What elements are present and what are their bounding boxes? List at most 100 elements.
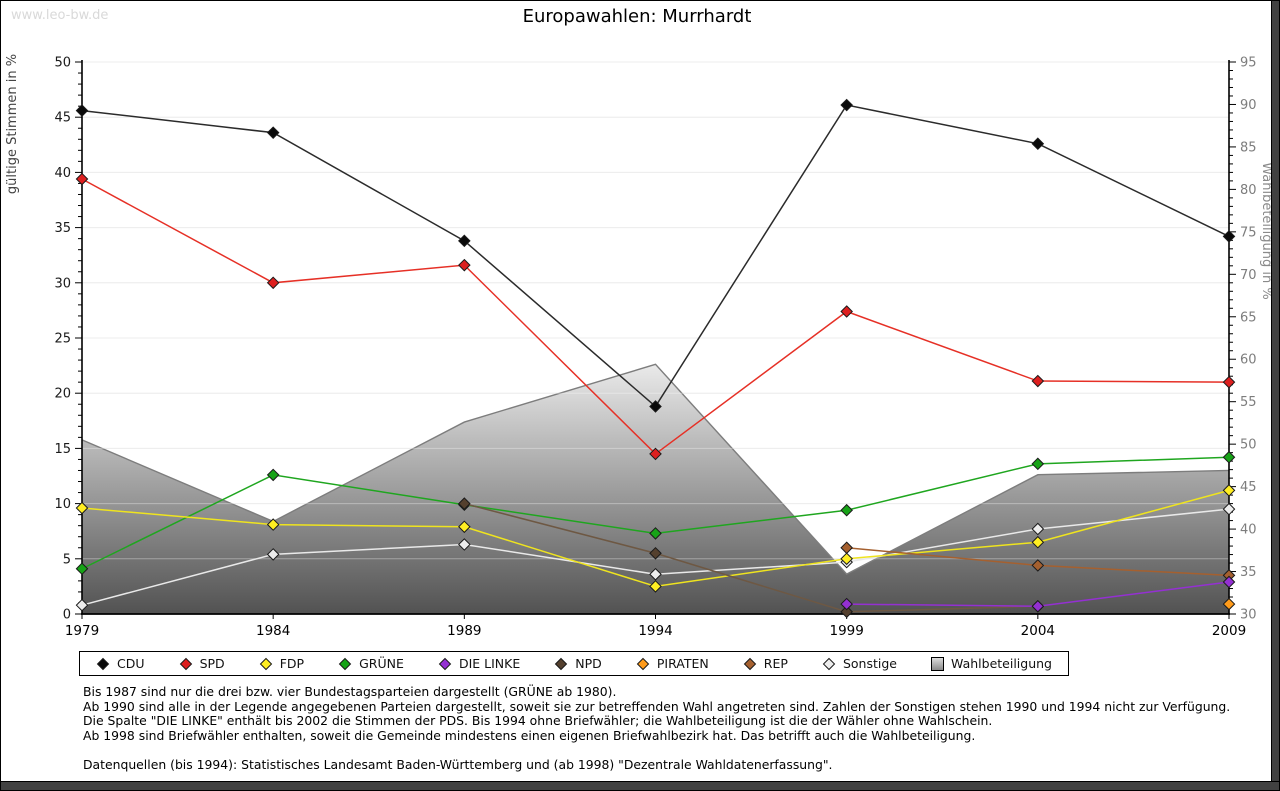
left-tick-label: 45 [54,111,71,126]
data-point-marker [1031,137,1045,151]
right-tick-label: 95 [1240,56,1257,71]
left-tick-label: 50 [54,56,71,71]
legend-label: CDU [117,656,145,671]
legend-marker-icon [822,657,836,670]
data-point-marker [75,172,89,186]
footnote-line: Ab 1998 sind Briefwähler enthalten, sowe… [83,727,976,743]
data-point-marker [75,501,89,515]
legend-item-die-linke: DIE LINKE [438,656,520,671]
legend-marker-icon [636,657,650,670]
chart-canvas: 0 5 10 15 20 25 30 35 40 45 50 30 35 40 45 50 55 60 65 70 75… [5,54,1273,639]
right-tick-label: 70 [1240,268,1257,283]
data-point-marker [649,546,662,560]
left-tick-label: 25 [54,332,71,347]
legend-marker-icon [179,657,192,670]
legend-marker-icon [338,657,352,670]
chart-title: Europawahlen: Murrhardt [522,6,752,27]
data-point-marker [1031,457,1045,471]
data-point-marker [1222,597,1236,611]
footnote-line: Ab 1990 sind alle in der Legende angegeb… [83,698,1231,714]
series-gr-ne [75,450,1236,576]
legend-label: PIRATEN [656,656,709,671]
turnout-area [82,364,1229,614]
data-point-marker [840,605,853,619]
right-tick-label: 80 [1240,183,1257,198]
data-point-marker [458,520,471,534]
data-point-marker [649,447,662,461]
data-point-marker [840,552,853,566]
data-point-marker [1031,535,1045,549]
footnote-line: Die Spalte "DIE LINKE" enthält bis 2002 … [83,713,993,729]
data-point-marker [1031,599,1045,613]
data-point-marker [840,597,853,611]
right-tick-label: 75 [1240,225,1257,240]
x-tick-label: 1989 [447,623,481,639]
series-sonstige [75,502,1236,612]
right-tick-label: 30 [1240,608,1257,623]
x-tick-label: 1979 [65,623,99,639]
legend-label: FDP [279,656,305,671]
right-tick-label: 35 [1240,565,1257,580]
legend-marker-icon [96,657,110,670]
series-rep [840,541,1236,582]
legend-item-cdu: CDU [96,656,145,671]
series-cdu [75,98,1236,413]
right-tick-label: 40 [1240,523,1257,538]
legend: CDU SPD FDP GRÜNE DIE LINKE NPD PIRATEN REP Sons… [79,651,1069,676]
legend-area-swatch-icon [931,656,945,671]
series-fdp [75,484,1236,593]
legend-marker-icon [259,657,272,670]
left-tick-label: 10 [54,497,71,512]
left-tick-label: 40 [54,166,71,181]
data-point-marker [266,518,280,531]
legend-item-piraten: PIRATEN [636,656,709,671]
data-point-marker [1222,502,1236,516]
data-point-marker [840,98,853,112]
data-point-marker [649,567,662,581]
left-tick-label: 5 [63,552,71,567]
x-tick-label: 2009 [1212,623,1246,639]
data-point-marker [1222,450,1236,464]
source-line: Datenquellen (bis 1994): Statistisches L… [83,757,833,773]
x-tick-label: 2004 [1021,623,1055,639]
window-frame-right [1271,1,1279,790]
data-point-marker [75,598,89,612]
legend-item-rep: REP [743,656,788,671]
legend-label: DIE LINKE [458,656,521,671]
legend-label: Sonstige [842,656,897,671]
left-tick-label: 15 [54,442,71,457]
x-tick-label: 1994 [638,623,672,639]
legend-item-npd: NPD [554,656,602,671]
data-point-marker [649,400,662,413]
legend-label: NPD [575,656,602,671]
left-tick-label: 20 [54,387,71,402]
legend-label: Wahlbeteiligung [951,656,1052,671]
legend-label: GRÜNE [359,656,404,671]
footnotes: Bis 1987 sind nur die drei bzw. vier Bun… [83,684,1231,773]
right-tick-label: 65 [1240,310,1257,325]
left-tick-label: 35 [54,221,71,236]
data-point-marker [458,234,471,248]
right-tick-label: 60 [1240,353,1257,368]
series-spd [75,172,1236,461]
data-point-marker [266,276,280,290]
right-axis-title: Wahlbeteiligung in % [1259,162,1273,299]
data-point-marker [266,468,280,482]
left-tick-label: 0 [63,608,71,623]
right-tick-label: 90 [1240,98,1257,113]
data-point-marker [458,538,471,551]
right-tick-label: 85 [1240,140,1257,155]
legend-label: REP [763,656,788,671]
left-axis-title: gültige Stimmen in % [5,54,20,194]
legend-item-fdp: FDP [259,656,304,671]
data-point-marker [649,580,662,593]
data-point-marker [1031,374,1045,388]
series-piraten [1222,597,1236,611]
legend-marker-icon [743,657,756,670]
data-point-marker [266,548,280,561]
data-point-marker [1031,522,1045,536]
data-point-marker [840,541,853,555]
series-line [464,502,1038,613]
left-tick-label: 30 [54,276,71,291]
